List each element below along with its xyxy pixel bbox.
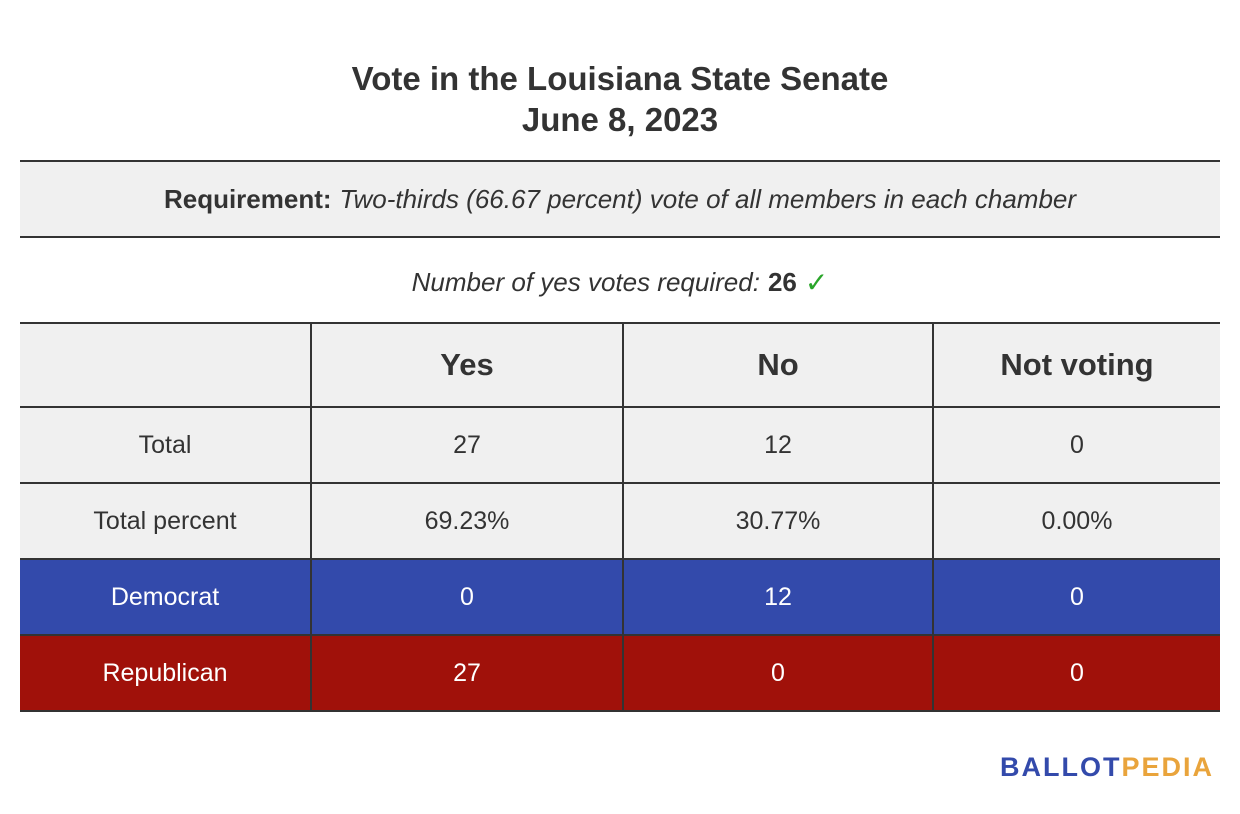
column-header-not-voting: Not voting bbox=[932, 322, 1220, 408]
cell-not-voting: 0 bbox=[932, 634, 1220, 712]
table-header-row: Yes No Not voting bbox=[20, 322, 1220, 408]
cell-yes: 27 bbox=[310, 406, 624, 484]
cell-not-voting: 0 bbox=[932, 406, 1220, 484]
cell-not-voting: 0 bbox=[932, 558, 1220, 636]
chart-subtitle: June 8, 2023 bbox=[521, 101, 719, 138]
cell-no: 12 bbox=[622, 558, 934, 636]
table-row-democrat: Democrat 0 12 0 bbox=[20, 558, 1220, 636]
column-header-no: No bbox=[622, 322, 934, 408]
logo-part-pedia: PEDIA bbox=[1121, 752, 1214, 782]
requirement-text: Two-thirds (66.67 percent) vote of all m… bbox=[339, 183, 1077, 214]
table-row-republican: Republican 27 0 0 bbox=[20, 634, 1220, 712]
row-label: Total percent bbox=[20, 482, 312, 560]
chart-title-block: Vote in the Louisiana State Senate June … bbox=[0, 58, 1240, 140]
row-label: Republican bbox=[20, 634, 312, 712]
votes-required-line: Number of yes votes required: 26 ✓ bbox=[0, 262, 1240, 302]
ballotpedia-logo: BALLOTPEDIA bbox=[1000, 752, 1214, 783]
cell-no: 0 bbox=[622, 634, 934, 712]
check-icon: ✓ bbox=[804, 266, 829, 298]
cell-no: 30.77% bbox=[622, 482, 934, 560]
table-row-total-percent: Total percent 69.23% 30.77% 0.00% bbox=[20, 482, 1220, 560]
cell-yes: 0 bbox=[310, 558, 624, 636]
column-header-blank bbox=[20, 322, 312, 408]
column-header-yes: Yes bbox=[310, 322, 624, 408]
table-row-total: Total 27 12 0 bbox=[20, 406, 1220, 484]
requirement-band: Requirement: Two-thirds (66.67 percent) … bbox=[20, 160, 1220, 238]
requirement-label: Requirement: bbox=[163, 183, 332, 214]
vote-table: Yes No Not voting Total 27 12 0 Total pe… bbox=[20, 322, 1220, 712]
cell-yes: 27 bbox=[310, 634, 624, 712]
row-label: Democrat bbox=[20, 558, 312, 636]
cell-yes: 69.23% bbox=[310, 482, 624, 560]
votes-required-label: Number of yes votes required: bbox=[411, 266, 760, 297]
chart-title: Vote in the Louisiana State Senate bbox=[351, 60, 889, 97]
votes-required-value: 26 bbox=[767, 266, 797, 297]
cell-no: 12 bbox=[622, 406, 934, 484]
logo-part-ballot: BALLOT bbox=[999, 752, 1122, 782]
row-label: Total bbox=[20, 406, 312, 484]
cell-not-voting: 0.00% bbox=[932, 482, 1220, 560]
